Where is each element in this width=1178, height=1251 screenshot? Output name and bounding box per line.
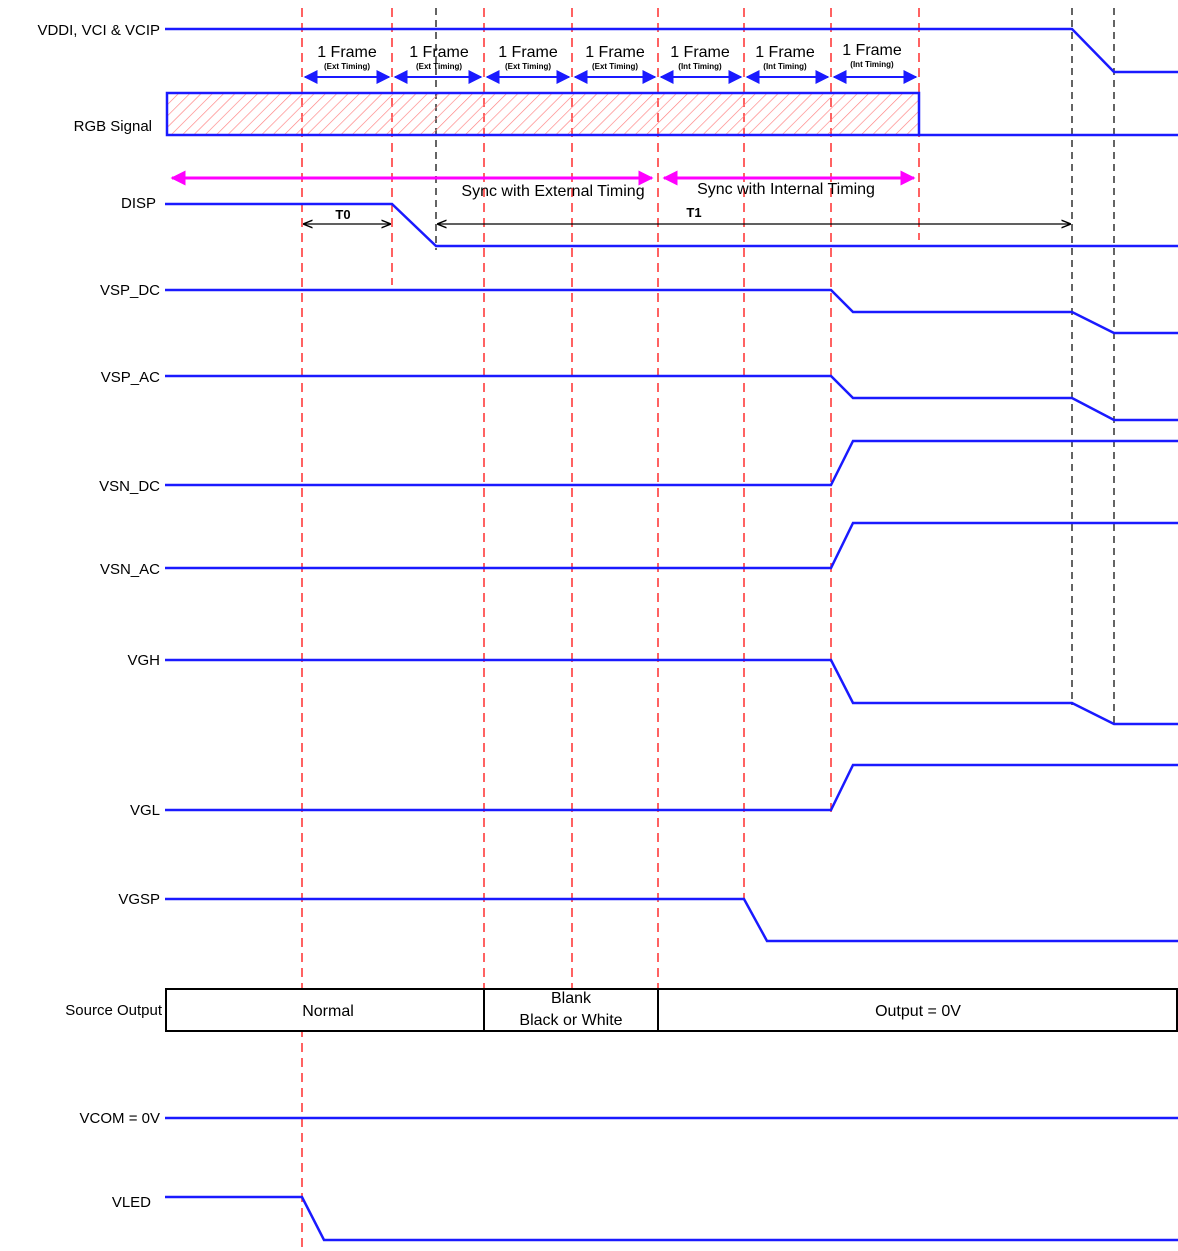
frame-timing: (Int Timing) [678,62,722,71]
waveforms [165,27,1178,1242]
frame-timing: (Ext Timing) [592,62,638,71]
source-output-row: Normal Blank Black or White Output = 0V [165,988,1178,1032]
source-blank-text-2: Black or White [519,1012,622,1029]
vgl-label: VGL [130,802,160,819]
source-output-text: Output = 0V [875,1003,961,1020]
vsn-dc-waveform [165,439,1178,487]
frame-markers [301,8,1115,1251]
t0-label: T0 [335,207,350,222]
source-normal-text: Normal [302,1003,354,1020]
vgh-waveform [165,658,1178,726]
sync-annotations: Sync with External Timing Sync with Inte… [170,170,916,200]
frame-label: 1 Frame [498,44,558,61]
vsp-ac-waveform [165,374,1178,422]
frame-timing: (Int Timing) [763,62,807,71]
signal-labels: VDDI, VCI & VCIP RGB Signal DISP VSP_DC … [37,22,162,1211]
frame-timing: (Ext Timing) [324,62,370,71]
vsp-dc-waveform [165,288,1178,335]
vsp-dc-label: VSP_DC [100,282,160,299]
frame-label: 1 Frame [409,44,469,61]
frame-timing: (Int Timing) [850,60,894,69]
vcom-label: VCOM = 0V [80,1110,160,1127]
frame-label: 1 Frame [842,42,902,59]
frame-label: 1 Frame [755,44,815,61]
disp-label: DISP [121,195,156,212]
frame-label: 1 Frame [670,44,730,61]
source-blank-box [483,988,659,1032]
vled-waveform [165,1195,1178,1242]
frame-timing: (Ext Timing) [505,62,551,71]
t1-label: T1 [686,205,701,220]
vsn-dc-label: VSN_DC [99,478,160,495]
source-output-box [657,988,1178,1032]
vsn-ac-label: VSN_AC [100,561,160,578]
vsn-ac-waveform [165,521,1178,570]
vddi-waveform [165,27,1178,74]
sync-internal-text: Sync with Internal Timing [697,181,875,198]
vsp-ac-label: VSP_AC [101,369,160,386]
vgsp-label: VGSP [118,891,160,908]
rgb-active-block [165,91,921,137]
vgl-waveform [165,763,1178,812]
vled-label: VLED [112,1194,151,1211]
vgh-label: VGH [127,652,160,669]
frame-annotations: 1 Frame (Ext Timing) 1 Frame (Ext Timing… [303,42,918,84]
sync-external-text: Sync with External Timing [461,183,644,200]
vddi-label: VDDI, VCI & VCIP [37,22,160,39]
disp-waveform [165,202,1178,248]
frame-label: 1 Frame [317,44,377,61]
source-blank-text-1: Blank [551,990,592,1007]
frame-label: 1 Frame [585,44,645,61]
frame-timing: (Ext Timing) [416,62,462,71]
rgb-label: RGB Signal [74,118,152,135]
source-output-label: Source Output [65,1002,163,1019]
timing-annotations: T0 T1 [304,205,1070,224]
vgsp-waveform [165,897,1178,943]
